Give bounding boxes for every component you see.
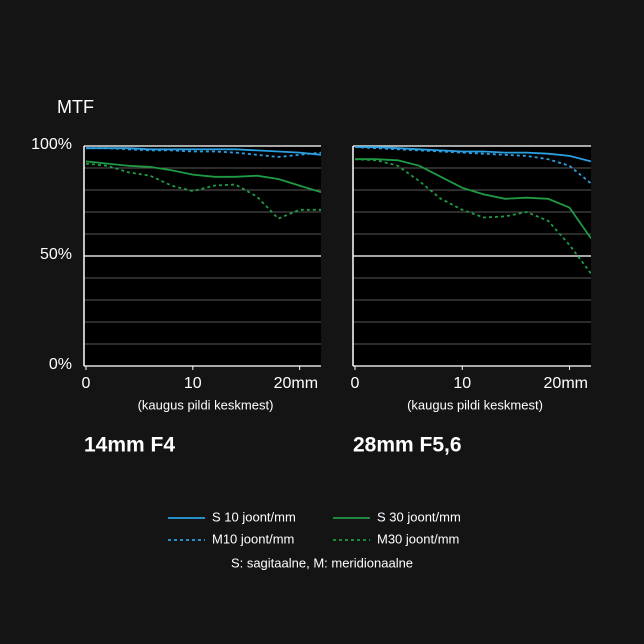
x-tick-label: 20mm: [544, 375, 588, 392]
x-tick-label: 20mm: [274, 375, 318, 392]
x-tick-label: 0: [82, 375, 91, 392]
series-line: [355, 146, 591, 163]
series-line: [85, 162, 321, 220]
chart-title: 14mm F4: [84, 434, 175, 457]
series-line: [86, 147, 321, 156]
legend-label: M30 joont/mm: [377, 531, 459, 546]
x-tick-label: 0: [351, 375, 360, 392]
y-tick-label: 0%: [49, 356, 72, 373]
y-tick-label: 50%: [40, 246, 72, 263]
x-axis-label: (kaugus pildi keskmest): [138, 397, 274, 412]
x-tick-label: 10: [184, 375, 202, 392]
series-line: [355, 158, 591, 239]
legend-note: S: sagitaalne, M: meridionaalne: [231, 555, 413, 570]
y-axis-title: MTF: [57, 97, 94, 117]
legend-label: M10 joont/mm: [212, 531, 294, 546]
series-line: [354, 158, 591, 275]
legend-label: S 10 joont/mm: [212, 509, 296, 524]
chart-title: 28mm F5,6: [353, 434, 462, 457]
x-tick-label: 10: [453, 375, 471, 392]
y-tick-label: 100%: [31, 136, 72, 153]
legend-label: S 30 joont/mm: [377, 509, 461, 524]
series-line: [85, 160, 321, 194]
x-axis-label: (kaugus pildi keskmest): [407, 397, 543, 412]
